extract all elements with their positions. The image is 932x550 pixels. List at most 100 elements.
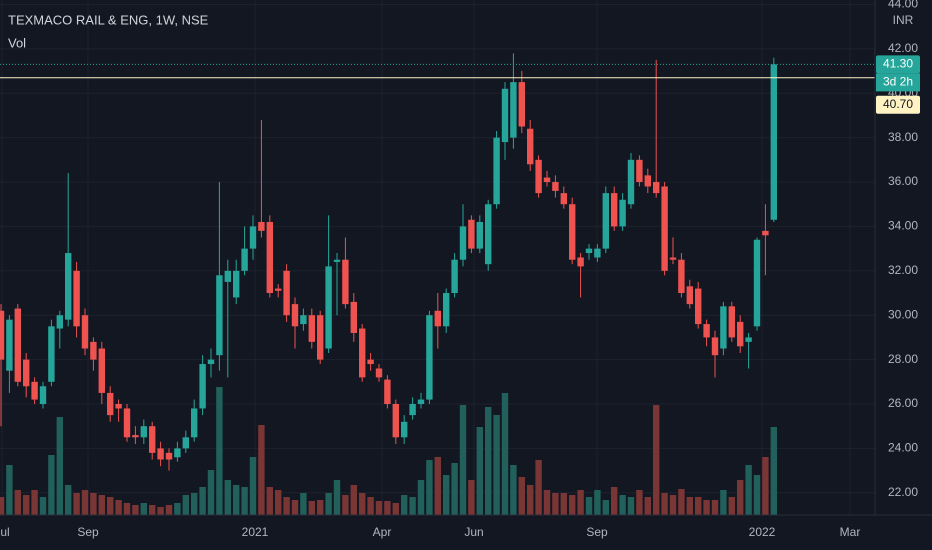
y-tick-label: 44.00	[888, 0, 918, 11]
candle-body	[619, 199, 626, 227]
volume-bar	[73, 493, 80, 515]
volume-bar	[543, 490, 551, 515]
price-label-box	[876, 95, 920, 114]
countdown-box	[876, 73, 920, 92]
candle-body	[611, 193, 618, 227]
x-tick-label: Jun	[464, 525, 483, 539]
candle-body	[602, 193, 609, 249]
candle-body	[762, 230, 769, 236]
x-tick-label: Apr	[373, 525, 392, 539]
volume-bar	[207, 470, 215, 515]
volume-bar	[308, 501, 315, 515]
candle-body	[443, 293, 450, 327]
candle-body	[90, 341, 97, 360]
candle-body	[0, 310, 5, 360]
candle-body	[745, 337, 752, 342]
volume-bar	[107, 497, 114, 515]
currency-label: INR	[893, 13, 914, 27]
candle-body	[359, 328, 366, 378]
volume-bar	[753, 475, 761, 515]
candle-body	[426, 315, 433, 400]
candle-body	[644, 175, 651, 187]
candle-body	[65, 253, 72, 320]
candle-body	[569, 204, 576, 260]
volume-bar	[401, 495, 408, 515]
candle-body	[711, 337, 719, 356]
volume-bar	[417, 480, 425, 515]
candle-body	[501, 88, 509, 143]
volume-bar	[644, 497, 651, 515]
volume-bar	[174, 503, 181, 515]
candle-body	[342, 259, 349, 305]
volume-bar	[434, 457, 441, 515]
candle-body	[552, 182, 559, 191]
candle-body	[703, 324, 710, 338]
candle-body	[518, 82, 525, 127]
candle-body	[233, 270, 240, 298]
x-tick-label: 2021	[242, 525, 269, 539]
volume-bar	[678, 489, 685, 515]
volume-bar	[48, 455, 55, 515]
volume-bar	[65, 485, 72, 515]
volume-bar	[770, 427, 777, 515]
candle-body	[266, 221, 273, 294]
volume-bar	[737, 480, 744, 515]
candle-body	[770, 64, 777, 220]
volume-bar	[199, 487, 206, 515]
volume-bar	[233, 485, 240, 515]
candle-body	[468, 219, 475, 249]
candle-body	[325, 266, 332, 349]
candle-body	[485, 204, 492, 265]
y-tick-label: 36.00	[888, 174, 918, 188]
candle-body	[333, 259, 341, 262]
volume-bar	[552, 493, 559, 515]
y-tick-label: 32.00	[888, 263, 918, 277]
volume-bar	[266, 487, 273, 515]
candle-body	[56, 315, 63, 329]
volume-bar	[350, 485, 357, 515]
candle-body	[14, 308, 21, 382]
candle-body	[417, 399, 425, 405]
candle-body	[300, 315, 307, 325]
volume-bar	[720, 490, 727, 515]
volume-bar	[275, 490, 282, 515]
price-label: 41.30	[883, 57, 913, 71]
candle-body	[31, 381, 38, 400]
volume-bar	[56, 417, 63, 515]
volume-bar	[602, 500, 609, 515]
volume-bar	[149, 505, 156, 515]
volume-bar	[695, 497, 702, 515]
volume-bar	[317, 500, 324, 515]
volume-bar	[518, 477, 525, 515]
candle-body	[249, 226, 257, 249]
candle-body	[191, 408, 198, 438]
candle-body	[241, 248, 248, 271]
volume-bar	[485, 407, 492, 515]
volume-bar	[123, 503, 131, 515]
candle-body	[174, 448, 181, 458]
volume-bar	[291, 500, 299, 515]
volume-bar	[384, 501, 391, 515]
candle-body	[157, 448, 164, 460]
volume-bar	[653, 405, 660, 515]
candle-body	[401, 421, 408, 438]
y-tick-label: 42.00	[888, 41, 918, 55]
volume-bar	[283, 497, 290, 515]
candle-body	[510, 82, 517, 138]
y-tick-label: 24.00	[888, 441, 918, 455]
volume-bar	[249, 457, 257, 515]
volume-bar	[241, 487, 248, 515]
volume-bar	[451, 463, 458, 515]
candle-body	[594, 248, 601, 258]
volume-bar	[594, 490, 601, 515]
volume-bar	[711, 500, 719, 515]
candle-body	[73, 270, 80, 327]
candle-body	[107, 392, 114, 416]
candle-body	[737, 321, 744, 347]
candle-body	[720, 306, 727, 349]
candle-body	[165, 452, 173, 460]
candle-body	[535, 159, 542, 194]
volume-bar	[409, 497, 416, 515]
y-tick-label: 34.00	[888, 219, 918, 233]
